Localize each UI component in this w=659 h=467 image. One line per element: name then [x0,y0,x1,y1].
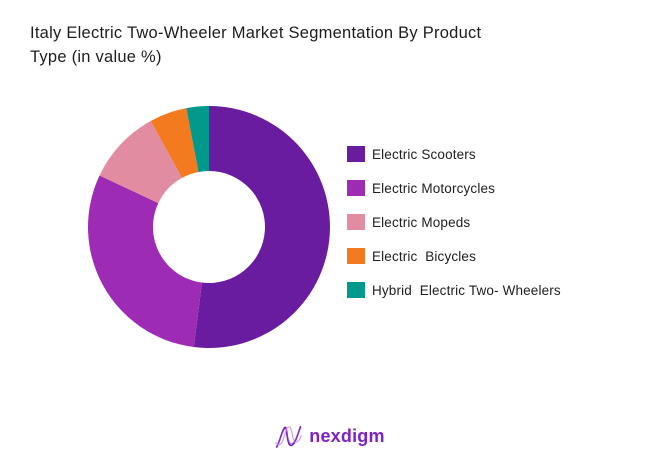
footer-logo: nexdigm [0,419,659,453]
chart-title-line2: Type (in value %) [30,48,162,66]
legend-swatch-electric-motorcycles [347,180,365,196]
legend-item-electric-bicycles: Electric Bicycles [347,248,561,264]
legend-swatch-hybrid-electric-two-wheelers [347,282,365,298]
legend-swatch-electric-scooters [347,146,365,162]
chart-legend: Electric Scooters Electric Motorcycles E… [347,146,561,298]
legend-item-electric-mopeds: Electric Mopeds [347,214,561,230]
legend-label: Electric Motorcycles [372,180,496,196]
nexdigm-logo-text: nexdigm [309,425,385,446]
donut-chart [88,106,330,348]
legend-label: Electric Scooters [372,146,476,162]
legend-swatch-electric-bicycles [347,248,365,264]
chart-title: Italy Electric Two-Wheeler Market Segmen… [30,21,481,69]
donut-segment-5 [186,106,209,172]
donut-segment-4 [150,108,199,178]
donut-segment-3 [99,120,183,204]
legend-label: Hybrid Electric Two- Wheelers [372,282,561,298]
legend-label: Electric Bicycles [372,248,476,264]
donut-segment-2 [88,175,202,348]
legend-item-electric-motorcycles: Electric Motorcycles [347,180,561,196]
chart-title-line1: Italy Electric Two-Wheeler Market Segmen… [30,24,482,42]
legend-item-electric-scooters: Electric Scooters [347,146,561,162]
legend-swatch-electric-mopeds [347,214,365,230]
donut-segment-1 [193,106,330,348]
legend-label: Electric Mopeds [372,214,471,230]
nexdigm-logo-icon [275,425,303,448]
legend-item-hybrid-electric-two-wheelers: Hybrid Electric Two- Wheelers [347,282,561,298]
